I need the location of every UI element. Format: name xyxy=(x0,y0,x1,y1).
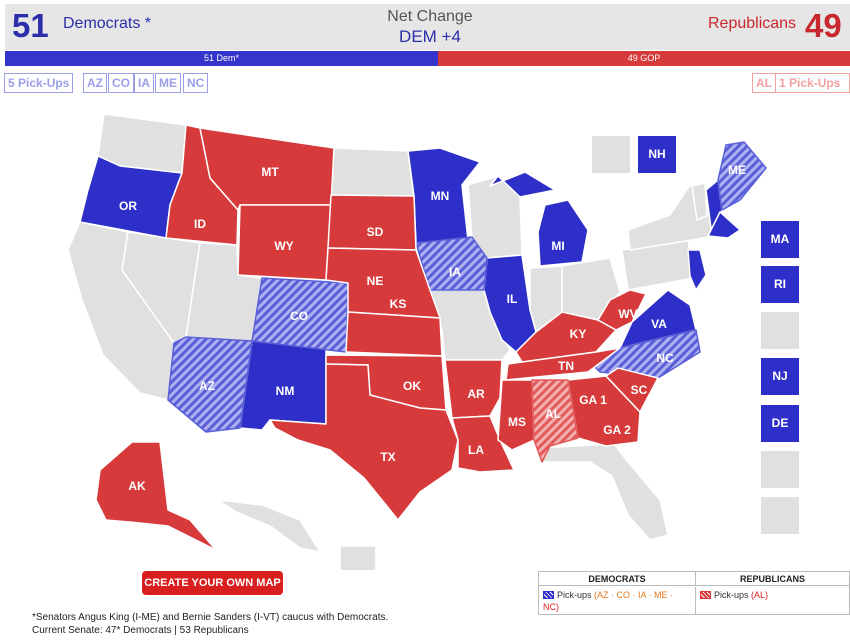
us-senate-map: OR ID MT WY SD NE KS OK TX CO NM AZ MN I… xyxy=(67,113,767,570)
label-tn: TN xyxy=(558,359,574,373)
label-ia: IA xyxy=(449,265,461,279)
label-mt: MT xyxy=(261,165,279,179)
state-box-ma[interactable]: MA xyxy=(761,221,799,258)
label-me: ME xyxy=(728,163,746,177)
label-ga1: GA 1 xyxy=(579,393,607,407)
footnote-current-senate: Current Senate: 47* Democrats | 53 Repub… xyxy=(32,625,249,636)
dem-label: Democrats * xyxy=(63,15,152,32)
state-box-ri[interactable]: RI xyxy=(761,266,799,303)
label-id: ID xyxy=(194,217,206,231)
label-or: OR xyxy=(119,199,137,213)
rep-label: Republicans xyxy=(708,15,797,32)
dem-pickups-summary[interactable]: 5 Pick-Ups xyxy=(4,73,74,93)
label-ga2: GA 2 xyxy=(603,423,631,437)
state-box-dc[interactable] xyxy=(339,545,377,570)
label-va: VA xyxy=(651,317,667,331)
state-al[interactable] xyxy=(531,379,579,463)
label-sc: SC xyxy=(631,383,648,397)
footnote-caucus: *Senators Angus King (I-ME) and Bernie S… xyxy=(32,612,389,623)
net-change-value: DEM +4 xyxy=(399,27,461,46)
label-il: IL xyxy=(507,292,518,306)
legend-rep-text: Pick-ups xyxy=(714,590,749,600)
label-ak: AK xyxy=(128,479,146,493)
label-tx: TX xyxy=(380,450,395,464)
label-ok: OK xyxy=(403,379,421,393)
label-la: LA xyxy=(468,443,484,457)
pickup-chip-nc[interactable]: NC xyxy=(183,73,209,93)
state-ak[interactable] xyxy=(95,441,217,551)
dem-balance-bar: 51 Dem* xyxy=(5,51,438,66)
state-hi[interactable] xyxy=(217,499,321,553)
state-sc[interactable] xyxy=(605,367,659,413)
label-ky: KY xyxy=(570,327,587,341)
map-legend: DEMOCRATS REPUBLICANS Pick-ups (AZ · CO … xyxy=(538,571,850,615)
legend-dem-header: DEMOCRATS xyxy=(539,572,696,586)
state-ar[interactable] xyxy=(444,359,503,419)
gop-balance-bar: 49 GOP xyxy=(438,51,850,66)
dem-pickup-swatch-icon xyxy=(543,591,554,599)
state-va[interactable] xyxy=(619,289,697,349)
legend-rep-header: REPUBLICANS xyxy=(696,572,849,586)
state-ks[interactable] xyxy=(345,311,443,357)
label-mi: MI xyxy=(551,239,564,253)
legend-dem-cell: Pick-ups (AZ · CO · IA · ME · NC) xyxy=(539,587,696,615)
state-nd[interactable] xyxy=(330,147,415,197)
state-tx[interactable] xyxy=(269,363,459,521)
state-box-dc-east[interactable] xyxy=(761,497,799,534)
label-ks: KS xyxy=(390,297,407,311)
state-box-de[interactable]: DE xyxy=(761,405,799,442)
state-box-nj[interactable]: NJ xyxy=(761,358,799,395)
legend-rep-cell: Pick-ups (AL) xyxy=(696,587,849,603)
label-nm: NM xyxy=(276,384,295,398)
state-box-ct[interactable] xyxy=(761,312,799,349)
state-box-nh[interactable]: NH xyxy=(638,136,676,173)
state-box-md[interactable] xyxy=(761,451,799,488)
state-mi[interactable] xyxy=(489,171,589,267)
pickup-chip-me[interactable]: ME xyxy=(155,73,181,93)
label-co: CO xyxy=(290,309,308,323)
net-change-title: Net Change xyxy=(387,8,473,25)
legend-dem-states-cont: NC) xyxy=(543,602,559,612)
rep-seat-count: 49 xyxy=(805,7,842,44)
state-nj[interactable] xyxy=(687,249,707,291)
label-wy: WY xyxy=(274,239,293,253)
legend-dem-text: Pick-ups xyxy=(557,590,592,600)
rep-pickup-swatch-icon xyxy=(700,591,711,599)
state-nh[interactable] xyxy=(707,211,741,239)
state-me[interactable] xyxy=(717,141,767,211)
label-az: AZ xyxy=(199,379,215,393)
state-sd[interactable] xyxy=(327,194,417,251)
state-la[interactable] xyxy=(451,415,515,473)
state-box-vt[interactable] xyxy=(592,136,630,173)
label-ar: AR xyxy=(467,387,485,401)
create-your-own-map-button[interactable]: CREATE YOUR OWN MAP xyxy=(142,571,283,595)
scoreboard-header: 51 Democrats * Net Change DEM +4 Republi… xyxy=(5,4,850,50)
state-ms[interactable] xyxy=(497,379,535,451)
pickup-chip-co[interactable]: CO xyxy=(108,73,134,93)
label-wv: WV xyxy=(618,307,637,321)
label-sd: SD xyxy=(367,225,384,239)
legend-dem-states: (AZ · CO · IA · ME · xyxy=(594,590,674,600)
label-ms: MS xyxy=(508,415,526,429)
state-fl[interactable] xyxy=(539,443,669,541)
label-ne: NE xyxy=(367,274,384,288)
state-az[interactable] xyxy=(167,336,253,433)
rep-pickups-summary[interactable]: 1 Pick-Ups xyxy=(775,73,850,93)
pickup-chip-al[interactable]: AL xyxy=(752,73,776,93)
pickup-chip-ia[interactable]: IA xyxy=(134,73,154,93)
legend-rep-states: (AL) xyxy=(751,590,769,600)
label-al: AL xyxy=(545,407,561,421)
footnotes: *Senators Angus King (I-ME) and Bernie S… xyxy=(32,611,388,637)
state-vt[interactable] xyxy=(691,182,708,221)
pickup-chip-az[interactable]: AZ xyxy=(83,73,107,93)
label-mn: MN xyxy=(431,189,450,203)
dem-seat-count: 51 xyxy=(12,7,49,44)
state-wv[interactable] xyxy=(597,289,647,331)
label-nc: NC xyxy=(656,351,674,365)
